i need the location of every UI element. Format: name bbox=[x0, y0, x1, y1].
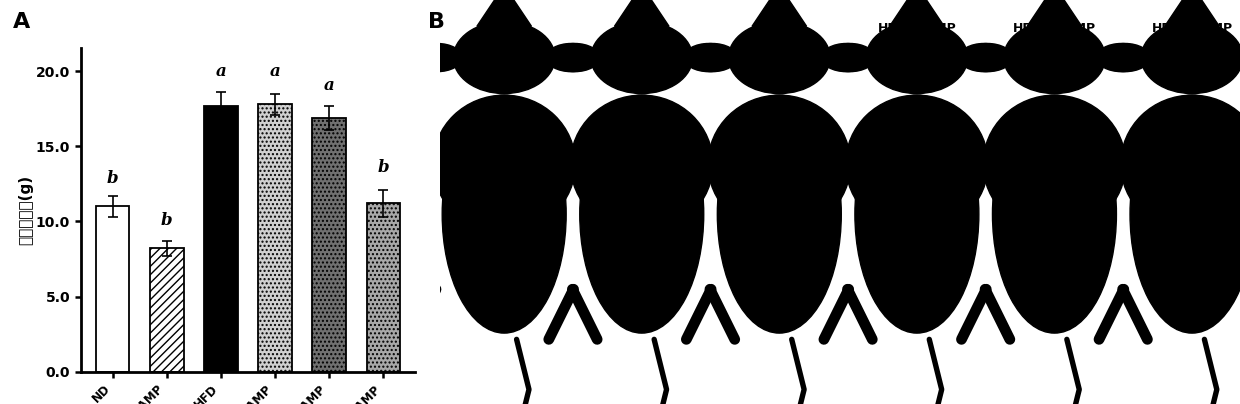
Text: b: b bbox=[107, 170, 118, 187]
Ellipse shape bbox=[413, 44, 463, 72]
Text: H-AMP: H-AMP bbox=[619, 22, 665, 35]
Ellipse shape bbox=[443, 95, 567, 333]
Bar bbox=[95, 206, 129, 372]
Ellipse shape bbox=[1130, 95, 1240, 333]
Ellipse shape bbox=[454, 21, 556, 94]
Polygon shape bbox=[615, 0, 670, 26]
Ellipse shape bbox=[591, 21, 693, 94]
Ellipse shape bbox=[983, 95, 1126, 233]
Bar bbox=[150, 248, 184, 372]
Ellipse shape bbox=[959, 44, 1008, 72]
Ellipse shape bbox=[1003, 21, 1105, 94]
Bar bbox=[312, 118, 346, 372]
Ellipse shape bbox=[717, 95, 841, 333]
Y-axis label: 小鼠体增重(g): 小鼠体增重(g) bbox=[19, 175, 33, 245]
Ellipse shape bbox=[866, 21, 967, 94]
Ellipse shape bbox=[551, 44, 600, 72]
Ellipse shape bbox=[1121, 95, 1240, 233]
Ellipse shape bbox=[992, 95, 1116, 333]
Polygon shape bbox=[1164, 0, 1219, 26]
Polygon shape bbox=[1027, 0, 1081, 26]
Ellipse shape bbox=[821, 44, 870, 72]
Text: HFD-L-AMP: HFD-L-AMP bbox=[878, 22, 956, 35]
Bar bbox=[258, 104, 291, 372]
Ellipse shape bbox=[1096, 44, 1146, 72]
Ellipse shape bbox=[580, 95, 704, 333]
Bar bbox=[367, 203, 401, 372]
Text: HFD: HFD bbox=[765, 22, 794, 35]
Ellipse shape bbox=[854, 95, 978, 333]
Text: b: b bbox=[161, 212, 172, 229]
Ellipse shape bbox=[1234, 44, 1240, 72]
Text: a: a bbox=[270, 63, 280, 80]
Text: HFD-H-AMP: HFD-H-AMP bbox=[1152, 22, 1233, 35]
Ellipse shape bbox=[728, 21, 830, 94]
Ellipse shape bbox=[1100, 44, 1149, 72]
Text: b: b bbox=[378, 159, 389, 176]
Ellipse shape bbox=[570, 95, 713, 233]
Text: A: A bbox=[12, 12, 30, 32]
Ellipse shape bbox=[825, 44, 874, 72]
Polygon shape bbox=[751, 0, 806, 26]
Text: B: B bbox=[428, 12, 445, 32]
Ellipse shape bbox=[684, 44, 734, 72]
Bar bbox=[205, 105, 238, 372]
Ellipse shape bbox=[708, 95, 851, 233]
Text: a: a bbox=[216, 63, 226, 80]
Ellipse shape bbox=[962, 44, 1012, 72]
Polygon shape bbox=[889, 0, 944, 26]
Text: a: a bbox=[324, 77, 335, 94]
Ellipse shape bbox=[1141, 21, 1240, 94]
Ellipse shape bbox=[687, 44, 737, 72]
Ellipse shape bbox=[846, 95, 988, 233]
Polygon shape bbox=[477, 0, 532, 26]
Text: ND: ND bbox=[494, 22, 515, 35]
Ellipse shape bbox=[547, 44, 596, 72]
Ellipse shape bbox=[433, 95, 575, 233]
Text: HFD-M-AMP: HFD-M-AMP bbox=[1013, 22, 1096, 35]
